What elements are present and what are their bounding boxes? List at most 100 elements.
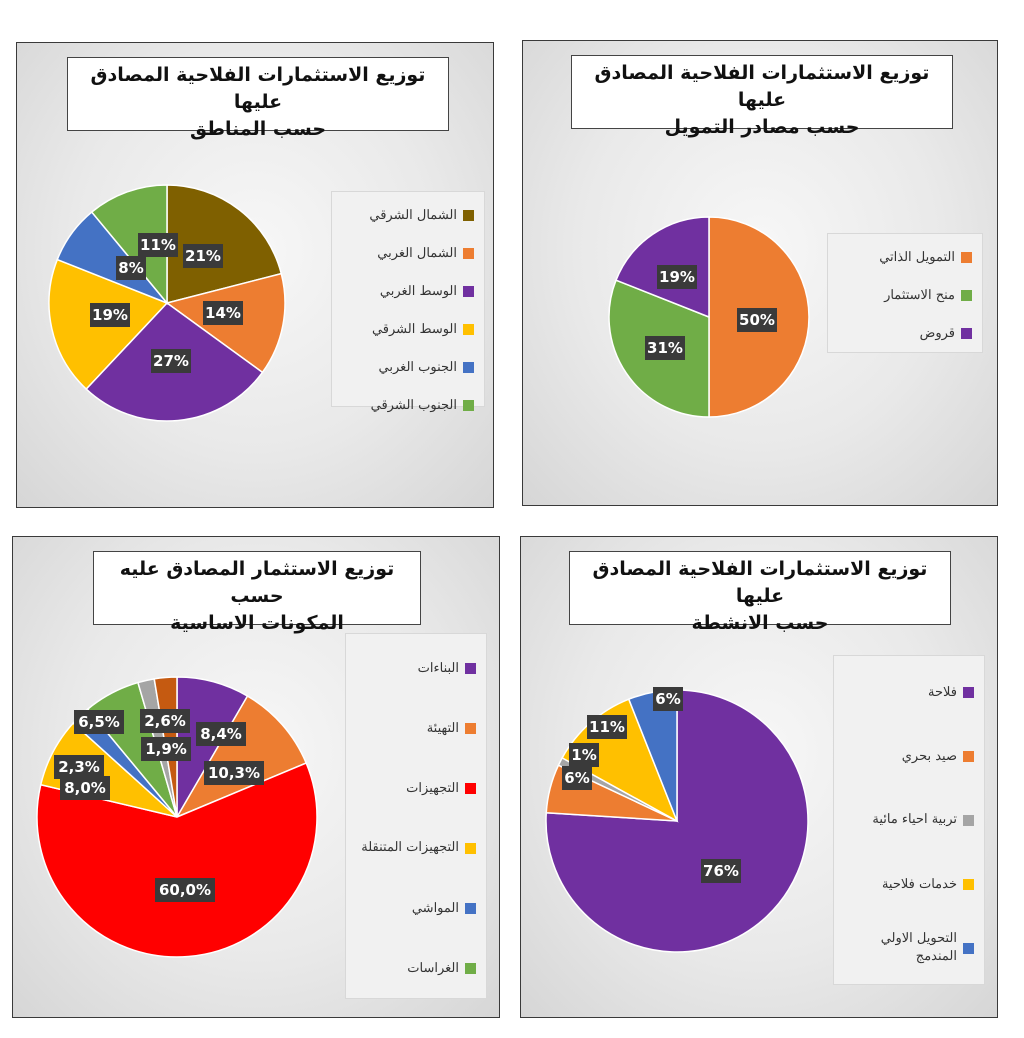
legend-item: التجهيزات المتنقلة xyxy=(356,818,476,878)
data-label-box xyxy=(90,303,130,327)
data-label-box xyxy=(138,233,178,257)
legend-swatch xyxy=(463,285,474,297)
legend-item: التجهيزات xyxy=(356,758,476,818)
data-label: 10,3% xyxy=(204,761,264,785)
pie-chart: 76% 6% 1% 11% 6% xyxy=(545,687,809,953)
legend-swatch xyxy=(465,842,476,854)
data-label-text: 14% xyxy=(205,304,241,322)
data-label-text: 8,4% xyxy=(200,725,242,743)
data-label-text: 50% xyxy=(739,311,775,329)
legend-item: الشمال الغربي xyxy=(342,234,474,272)
legend-item: التهيئة xyxy=(356,698,476,758)
legend-swatch xyxy=(961,289,972,301)
data-label-text: 11% xyxy=(140,236,176,254)
legend-item: الوسط الشرقي xyxy=(342,310,474,348)
data-label-box xyxy=(155,878,215,902)
legend-swatch xyxy=(963,686,974,698)
data-label-box xyxy=(645,336,685,360)
data-label: 60,0% xyxy=(155,878,215,902)
chart-title-line-2: المكونات الاساسية xyxy=(170,612,344,634)
legend-label: الشمال الشرقي xyxy=(369,207,457,223)
pie-slice xyxy=(90,184,168,306)
legend-label: التجهيزات xyxy=(406,780,459,796)
pie-slice xyxy=(166,184,283,304)
data-label: 11% xyxy=(138,233,178,257)
legend-label: تربية احياء مائية xyxy=(872,812,957,827)
legend-swatch xyxy=(463,209,474,221)
data-label-box xyxy=(562,766,592,790)
pie-slice xyxy=(36,762,318,958)
legend-label: منح الاستثمار xyxy=(884,287,955,303)
legend-item: البناءات xyxy=(356,638,476,698)
data-label-text: 6% xyxy=(564,769,589,787)
data-label-box xyxy=(701,859,741,883)
chart-panel-funding: توزيع الاستثمارات الفلاحية المصادق عليها… xyxy=(522,40,998,506)
chart-title-line-2: حسب المناطق xyxy=(189,118,327,140)
legend-swatch xyxy=(961,251,972,263)
legend-label: صيد بحري xyxy=(901,748,957,764)
legend-label: التحويل الاولي المندمج xyxy=(880,931,957,964)
data-label-text: 1,9% xyxy=(145,740,187,758)
data-label-box xyxy=(151,349,191,373)
data-label-box xyxy=(196,722,246,746)
data-label: 27% xyxy=(151,349,191,373)
data-label: 19% xyxy=(90,303,130,327)
legend-label: الوسط الغربي xyxy=(379,283,457,299)
chart-title-line-2: حسب مصادر التمويل xyxy=(664,116,860,138)
legend-item: التحويل الاولي المندمج xyxy=(844,916,974,980)
data-label-text: 27% xyxy=(153,352,189,370)
data-label: 6% xyxy=(653,687,683,711)
chart-title: توزيع الاستثمارات الفلاحية المصادق عليها… xyxy=(67,57,449,140)
chart-title: توزيع الاستثمار المصادق عليه حسب المكونا… xyxy=(93,551,421,634)
legend-item: الغراسات xyxy=(356,938,476,998)
data-label-text: 19% xyxy=(92,306,128,324)
legend-item: الوسط الغربي xyxy=(342,272,474,310)
data-label: 19% xyxy=(657,265,697,289)
data-label-text: 31% xyxy=(647,339,683,357)
chart-panel-activities: توزيع الاستثمارات الفلاحية المصادق عليها… xyxy=(520,536,998,1018)
legend-swatch xyxy=(463,361,474,373)
data-label: 8% xyxy=(116,256,146,280)
data-label-text: 6% xyxy=(655,690,680,708)
pie-chart: 21% 14% 27% 19% 8% 11% xyxy=(48,184,286,422)
data-label-box xyxy=(116,256,146,280)
legend-swatch xyxy=(465,902,476,914)
data-label-text: 60,0% xyxy=(159,881,211,899)
legend-swatch xyxy=(961,327,972,339)
data-label: 6% xyxy=(562,766,592,790)
data-label-box xyxy=(74,710,124,734)
pie-slice xyxy=(545,689,809,953)
data-label-text: 10,3% xyxy=(208,764,260,782)
legend-swatch xyxy=(463,247,474,259)
data-label-box xyxy=(569,743,599,767)
data-label-box xyxy=(653,687,683,711)
data-label-text: 2,6% xyxy=(144,712,186,730)
legend-label: التجهيزات المتنقلة xyxy=(361,840,459,855)
data-label-box xyxy=(183,244,223,268)
chart-legend: البناءات التهيئة التجهيزات التجهيزات المتنق… xyxy=(345,633,487,999)
chart-title: توزيع الاستثمارات الفلاحية المصادق عليها… xyxy=(569,551,951,634)
data-label-text: 6,5% xyxy=(78,713,120,731)
data-label-text: 11% xyxy=(589,718,625,736)
legend-swatch xyxy=(963,750,974,762)
legend-swatch xyxy=(463,399,474,411)
legend-item: منح الاستثمار xyxy=(838,276,972,314)
pie-chart: 50% 31% 19% xyxy=(608,216,810,418)
legend-swatch xyxy=(463,323,474,335)
data-label: 1% xyxy=(569,743,599,767)
data-label-box xyxy=(737,308,777,332)
data-label-text: 8,0% xyxy=(64,779,106,797)
legend-item: المواشي xyxy=(356,878,476,938)
data-label: 8,4% xyxy=(196,722,246,746)
legend-swatch xyxy=(963,878,974,890)
legend-item: التمويل الذاتي xyxy=(838,238,972,276)
legend-label: خدمات فلاحية xyxy=(881,876,957,892)
data-label-text: 19% xyxy=(659,268,695,286)
pie-slice xyxy=(175,695,308,819)
legend-swatch xyxy=(465,782,476,794)
data-label-text: 76% xyxy=(703,862,739,880)
chart-title-line-1: توزيع الاستثمارات الفلاحية المصادق عليها xyxy=(594,62,930,111)
legend-label: الغراسات xyxy=(407,960,459,976)
chart-panel-components: توزيع الاستثمار المصادق عليه حسب المكونا… xyxy=(12,536,500,1018)
data-label: 50% xyxy=(737,308,777,332)
